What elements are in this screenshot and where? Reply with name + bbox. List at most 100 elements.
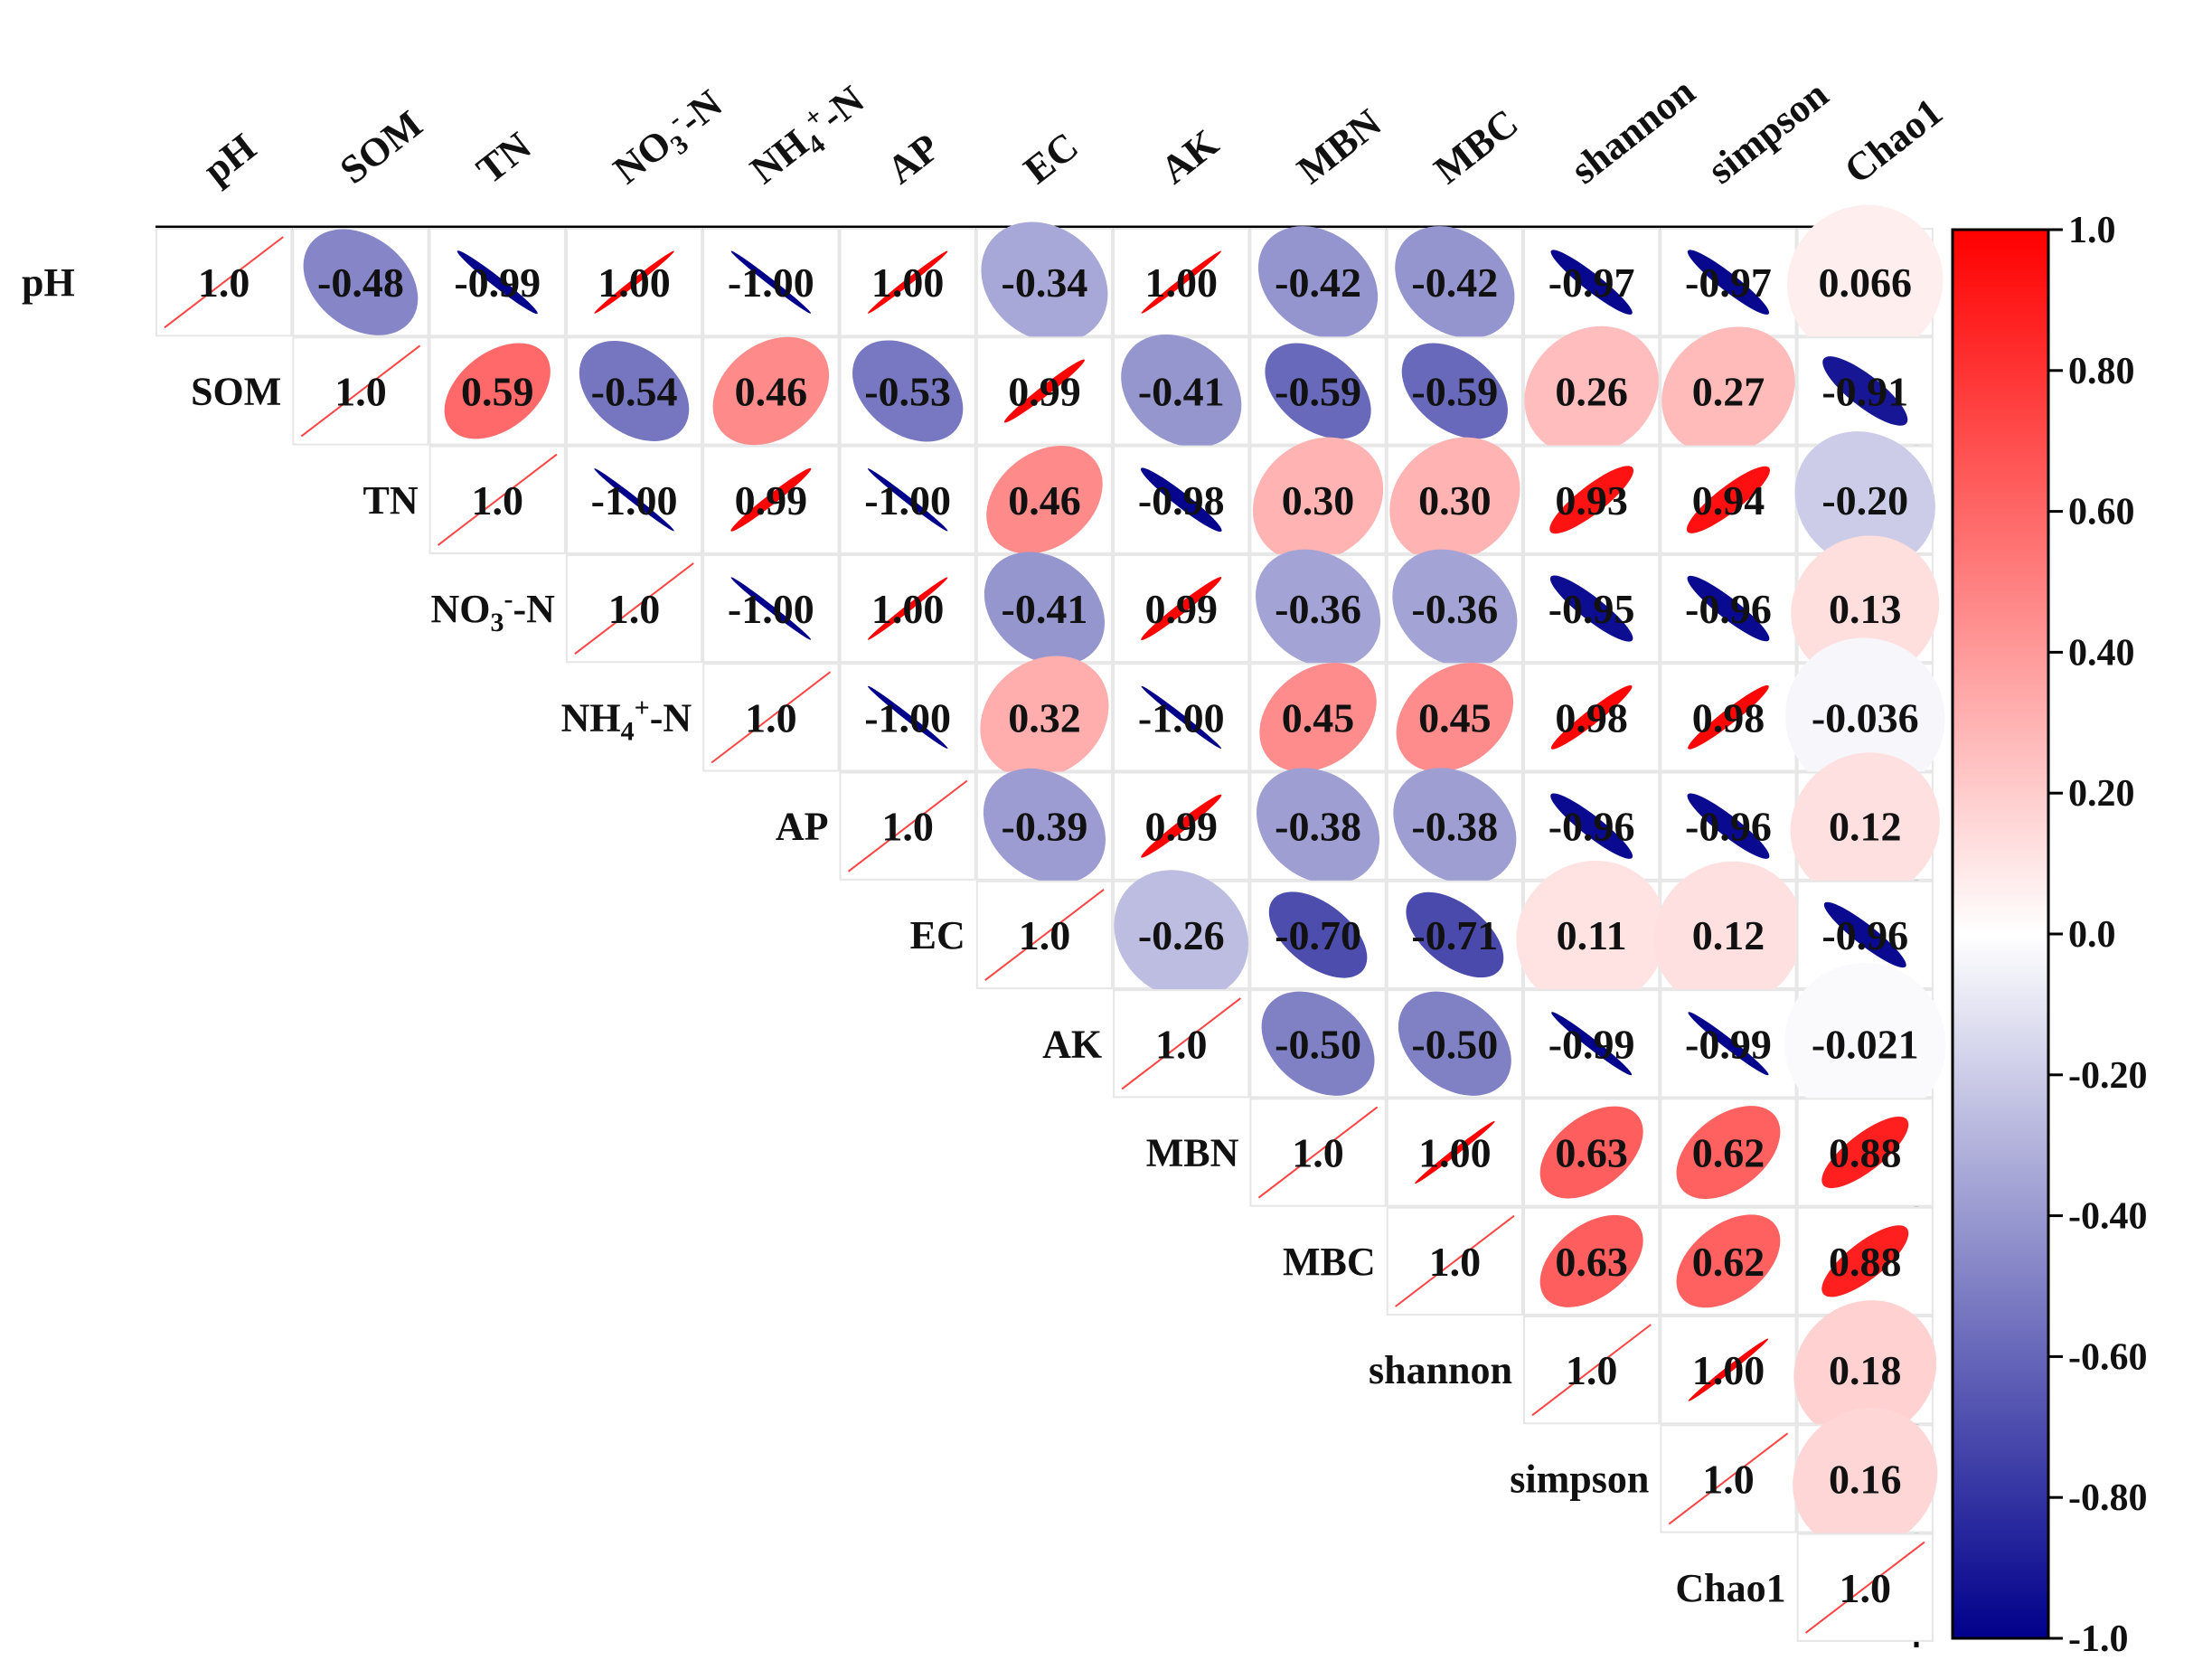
- correlation-value: 1.0: [745, 694, 797, 740]
- correlation-value: 0.94: [1692, 477, 1765, 524]
- cell-ph-ph: 1.0: [155, 228, 293, 337]
- correlation-ellipse: [1791, 535, 1940, 682]
- correlation-value: -0.48: [317, 259, 404, 306]
- cell-ap-ec: -0.39: [975, 768, 1114, 884]
- correlation-value: 1.0: [334, 368, 387, 414]
- cell-som-simpson: 0.27: [1660, 326, 1797, 456]
- correlation-ellipse: [1549, 466, 1634, 534]
- correlation-ellipse: [1688, 684, 1769, 750]
- column-label-ak: AK: [1153, 121, 1227, 193]
- cell-tn-tn: 1.0: [428, 445, 566, 554]
- correlation-ellipse: [1141, 577, 1222, 640]
- cell-tn-mbn: 0.30: [1249, 437, 1387, 562]
- correlation-ellipse: [980, 656, 1109, 779]
- correlation-ellipse: [1653, 861, 1803, 1009]
- correlation-value: -0.036: [1812, 694, 1919, 740]
- correlation-ellipse: [1257, 768, 1380, 884]
- cell-ec-mbc: -0.71: [1386, 880, 1523, 990]
- cell-tn-ak: -0.98: [1113, 445, 1250, 554]
- correlation-value: 0.99: [735, 477, 808, 524]
- correlation-ellipse: [1784, 963, 1946, 1125]
- cell-som-ap: -0.53: [839, 336, 976, 446]
- column-label-chao1: Chao1: [1836, 90, 1951, 193]
- correlation-ellipse: [1686, 466, 1771, 533]
- correlation-ellipse: [1549, 575, 1633, 642]
- correlation-value: -0.96: [1548, 804, 1635, 850]
- diagonal-line: [984, 889, 1105, 981]
- correlation-value: -0.41: [1002, 586, 1088, 632]
- row-label-ap: AP: [776, 805, 829, 849]
- column-label-ap: AP: [879, 125, 947, 193]
- correlation-value: -0.36: [1411, 586, 1498, 632]
- column-label-ec: EC: [1015, 124, 1086, 193]
- correlation-value: -0.26: [1138, 912, 1225, 958]
- colorbar-tick-label: 0.0: [2068, 914, 2116, 956]
- column-label-ph: pH: [195, 125, 264, 193]
- cell-tn-nh4-n: 0.99: [702, 445, 840, 554]
- correlation-value: -0.99: [1548, 1021, 1635, 1067]
- correlation-value: -0.53: [864, 368, 951, 414]
- correlation-value: 1.0: [472, 477, 524, 524]
- correlation-ellipse: [1141, 250, 1221, 314]
- colorbar-tick-label: -0.80: [2068, 1477, 2148, 1519]
- diagonal-line: [1121, 997, 1242, 1090]
- correlation-value: 0.26: [1555, 368, 1628, 414]
- correlation-value: 0.88: [1829, 1239, 1902, 1285]
- correlation-ellipse: [1539, 1106, 1643, 1199]
- cell-nh4-n-mbc: 0.45: [1386, 663, 1523, 772]
- correlation-ellipse: [1396, 663, 1514, 772]
- correlation-ellipse: [1393, 768, 1517, 884]
- correlation-ellipse: [457, 250, 538, 315]
- correlation-ellipse: [1823, 901, 1906, 968]
- cell-ph-som: -0.48: [292, 228, 429, 337]
- correlation-ellipse: [1141, 685, 1221, 749]
- correlation-value: 1.0: [1702, 1456, 1755, 1502]
- cell-ak-shannon: -0.99: [1523, 989, 1661, 1099]
- correlation-value: 0.63: [1555, 1130, 1628, 1176]
- cell-som-mbc: -0.59: [1386, 336, 1523, 446]
- row-label-ph: pH: [22, 260, 75, 305]
- correlation-value: -0.59: [1275, 368, 1361, 414]
- cell-mbn-simpson: 0.62: [1660, 1098, 1797, 1207]
- correlation-value: -1.00: [728, 586, 814, 632]
- diagonal-line: [1531, 1324, 1652, 1417]
- cell-no3-n-simpson: -0.96: [1660, 553, 1797, 664]
- cell-mbc-chao1: 0.88: [1796, 1206, 1934, 1316]
- correlation-value: 0.46: [1008, 477, 1081, 524]
- correlation-ellipse: [1398, 991, 1511, 1096]
- correlation-ellipse: [867, 685, 948, 749]
- correlation-value: 1.00: [598, 259, 671, 306]
- correlation-value: -0.95: [1548, 586, 1635, 632]
- cell-som-som: 1.0: [292, 336, 429, 446]
- cell-ph-mbn: -0.42: [1249, 226, 1387, 339]
- correlation-value: -0.021: [1812, 1021, 1919, 1067]
- cell-no3-n-ak: 0.99: [1113, 553, 1250, 664]
- column-label-nh4-n: NH4+-N: [740, 75, 876, 198]
- cell-som-ak: -0.41: [1113, 334, 1250, 448]
- cell-no3-n-mbn: -0.36: [1249, 549, 1387, 668]
- correlation-value: -1.00: [1138, 694, 1225, 740]
- correlation-ellipse: [1395, 226, 1515, 339]
- correlation-value: 0.45: [1418, 694, 1492, 740]
- correlation-value: -0.96: [1685, 586, 1772, 632]
- correlation-ellipse: [1787, 204, 1944, 360]
- cell-nh4-n-shannon: 0.98: [1523, 663, 1661, 772]
- colorbar-tick-label: -0.60: [2068, 1336, 2148, 1378]
- colorbar-tick-label: 1.0: [2068, 210, 2116, 251]
- correlation-value: 0.99: [1145, 804, 1219, 850]
- correlation-ellipse: [1551, 1012, 1633, 1076]
- correlation-ellipse: [594, 468, 674, 532]
- diagonal-line: [574, 562, 694, 655]
- correlation-value: 0.18: [1829, 1347, 1902, 1393]
- cell-nh4-n-nh4-n: 1.0: [702, 663, 840, 772]
- cell-ak-mbc: -0.50: [1386, 989, 1523, 1099]
- correlation-value: 1.00: [1692, 1347, 1765, 1393]
- correlation-ellipse: [1676, 1106, 1781, 1200]
- correlation-value: -0.99: [1685, 1021, 1772, 1067]
- cell-mbc-simpson: 0.62: [1660, 1206, 1797, 1316]
- cell-ph-simpson: -0.97: [1660, 228, 1797, 337]
- correlation-ellipse: [981, 222, 1108, 343]
- correlation-ellipse: [444, 343, 551, 439]
- cell-mbn-shannon: 0.63: [1523, 1098, 1661, 1207]
- cell-ec-shannon: 0.11: [1516, 860, 1667, 1010]
